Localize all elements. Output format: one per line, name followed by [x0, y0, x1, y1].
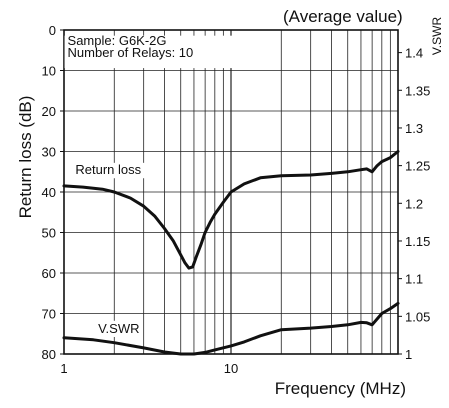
plot-area-border [63, 29, 399, 355]
chart-title: (Average value) [283, 7, 403, 26]
x-axis-label: Frequency (MHz) [275, 379, 406, 398]
y2-tick-label: 1.3 [405, 121, 423, 136]
y-tick-label: 50 [42, 226, 56, 241]
grid [64, 30, 398, 354]
ticks: 0 10 20 30 40 50 60 70 80 1.4 1.35 1.3 1.25 1.2 1.15 1.… [42, 23, 431, 376]
y2-tick-label: 1.35 [405, 83, 430, 98]
y2-tick-label: 1.4 [405, 46, 423, 61]
annotation-background [64, 35, 279, 69]
y2-tick-label: 1 [405, 347, 412, 362]
y-tick-label: 10 [42, 64, 56, 79]
series-labels: Return loss V.SWR [73, 162, 157, 337]
vswr-line [62, 301, 400, 356]
x-tick-label: 1 [60, 361, 67, 376]
series-layer [62, 150, 400, 356]
y-tick-label: 20 [42, 104, 56, 119]
annotation-box: Sample: G6K-2G Number of Relays: 10 [64, 33, 279, 69]
y-tick-label: 80 [42, 347, 56, 362]
y-tick-label: 60 [42, 266, 56, 281]
annotation-relay-count: Number of Relays: 10 [68, 45, 194, 60]
return-loss-series-label: Return loss [75, 162, 141, 177]
y2-axis-label: V.SWR [430, 17, 444, 56]
return-loss-label-background [73, 162, 157, 179]
annotation-sample: Sample: G6K-2G [68, 33, 167, 48]
y-axis-label: Return loss (dB) [16, 96, 35, 219]
y-tick-label: 70 [42, 307, 56, 322]
y2-tick-label: 1.25 [405, 159, 430, 174]
y-tick-label: 0 [49, 23, 56, 38]
vswr-series-label: V.SWR [98, 321, 139, 336]
return-loss-line [62, 150, 400, 270]
vswr-label-background [95, 320, 140, 337]
y2-tick-label: 1.1 [405, 272, 423, 287]
y2-tick-label: 1.2 [405, 196, 423, 211]
x-tick-label: 10 [224, 361, 238, 376]
y2-tick-label: 1.15 [405, 234, 430, 249]
y2-tick-label: 1.05 [405, 309, 430, 324]
y-tick-label: 40 [42, 185, 56, 200]
y-tick-label: 30 [42, 145, 56, 160]
